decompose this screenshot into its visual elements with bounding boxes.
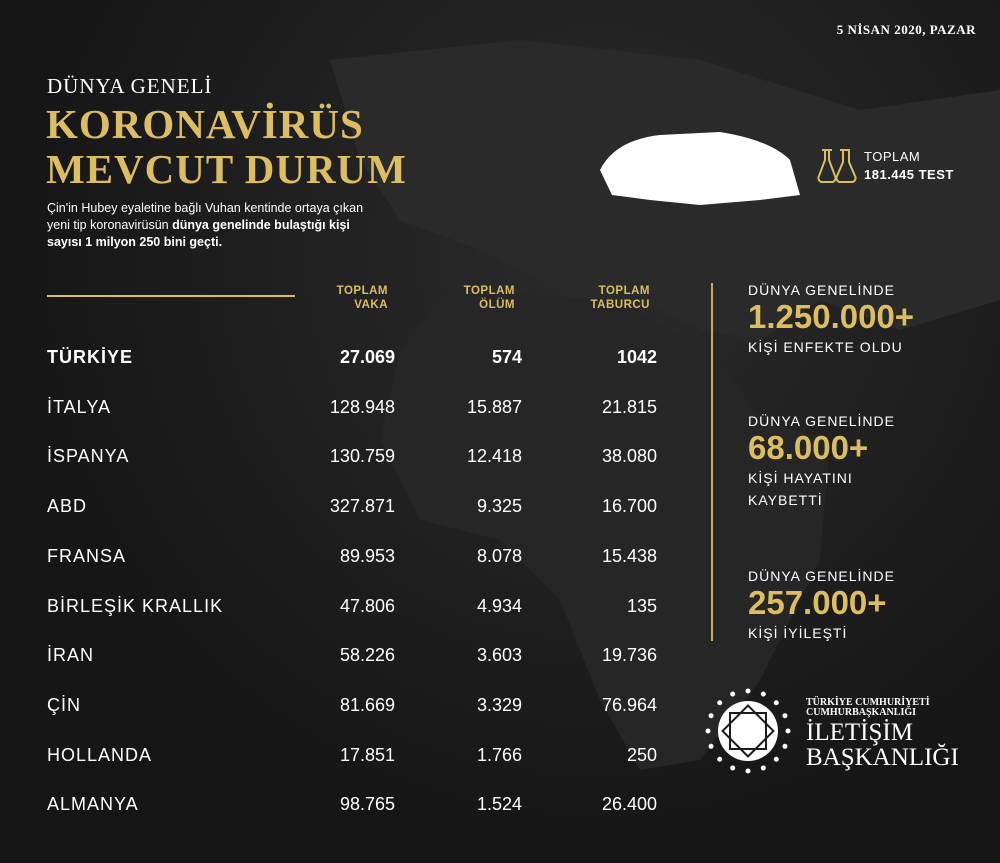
vertical-divider xyxy=(711,283,713,641)
intro-bold: dünya genelinde bulaştığı kişi sayısı 1 … xyxy=(47,218,350,249)
table-row: BİRLEŞİK KRALLIK 47.806 4.934 135 xyxy=(47,596,657,626)
cell-olum: 4.934 xyxy=(476,595,522,616)
star-icon xyxy=(717,700,723,706)
table-row: HOLLANDA 17.851 1.766 250 xyxy=(47,745,657,775)
star-icon xyxy=(708,713,714,719)
cell-vaka: 128.948 xyxy=(329,396,395,417)
cell-olum: 574 xyxy=(491,347,522,367)
cell-country: HOLLANDA xyxy=(47,744,153,765)
cell-vaka: 327.871 xyxy=(329,496,395,517)
cell-vaka: 130.759 xyxy=(329,446,395,467)
date: 5 NİSAN 2020, PAZAR xyxy=(836,22,976,37)
title-line-2: MEVCUT DURUM xyxy=(46,146,407,192)
cell-taburcu: 16.700 xyxy=(601,496,657,517)
table-row: FRANSA 89.953 8.078 15.438 xyxy=(47,546,657,576)
table-row: İTALYA 128.948 15.887 21.815 xyxy=(47,397,657,427)
table-row: İSPANYA 130.759 12.418 38.080 xyxy=(47,446,657,476)
stat-recovered: DÜNYA GENELİNDE 257.000+ KİŞİ İYİLEŞTİ xyxy=(748,568,895,641)
star-icon xyxy=(782,713,788,719)
cell-country: İSPANYA xyxy=(47,446,130,467)
star-icon xyxy=(773,756,779,762)
cell-olum: 8.078 xyxy=(476,545,522,566)
star-icon xyxy=(785,728,791,734)
cell-olum: 3.329 xyxy=(476,694,522,715)
cell-country: ÇİN xyxy=(47,694,81,715)
table-row: ALMANYA 98.765 1.524 26.400 xyxy=(47,794,657,824)
cell-taburcu: 26.400 xyxy=(601,794,657,815)
header-vaka: TOPLAM VAKA xyxy=(336,285,388,311)
star-icon xyxy=(730,691,736,697)
star-icon xyxy=(760,765,766,771)
star-icon xyxy=(730,765,736,771)
cell-vaka: 81.669 xyxy=(339,694,395,715)
star-icon xyxy=(745,768,751,774)
intro-normal: Çin'in Hubey eyaletine bağlı Vuhan kenti… xyxy=(47,201,364,232)
intro-text: Çin'in Hubey eyaletine bağlı Vuhan kenti… xyxy=(47,200,377,251)
page-title: KORONAVİRÜS MEVCUT DURUM xyxy=(46,102,407,192)
subtitle: DÜNYA GENELİ xyxy=(47,74,213,98)
cell-olum: 1.524 xyxy=(476,794,522,815)
cell-olum: 12.418 xyxy=(466,446,522,467)
test-label: TOPLAM xyxy=(864,149,921,164)
cell-taburcu: 1042 xyxy=(616,347,657,367)
star-icon xyxy=(782,743,788,749)
cell-country: İTALYA xyxy=(47,396,112,417)
cell-country: BİRLEŞİK KRALLIK xyxy=(47,595,224,616)
cell-country: İRAN xyxy=(47,645,95,666)
table-row: ÇİN 81.669 3.329 76.964 xyxy=(47,695,657,725)
flask-icon xyxy=(817,149,857,184)
table-row: ABD 327.871 9.325 16.700 xyxy=(47,496,657,526)
cell-taburcu: 19.736 xyxy=(601,645,657,666)
cell-olum: 15.887 xyxy=(466,396,522,417)
total-test: TOPLAM 181.445 TEST xyxy=(864,148,954,184)
logo-text: TÜRKİYE CUMHURİYETİ CUMHURBAŞKANLIĞI İLE… xyxy=(806,697,959,771)
cell-country: ALMANYA xyxy=(47,794,139,815)
cell-olum: 9.325 xyxy=(476,496,522,517)
cell-taburcu: 250 xyxy=(626,744,657,765)
cell-olum: 3.603 xyxy=(476,645,522,666)
star-icon xyxy=(705,728,711,734)
table-row: İRAN 58.226 3.603 19.736 xyxy=(47,645,657,675)
table-row: TÜRKİYE 27.069 574 1042 xyxy=(47,347,657,377)
table-divider xyxy=(47,295,295,297)
cell-taburcu: 38.080 xyxy=(601,446,657,467)
star-icon xyxy=(708,743,714,749)
cell-taburcu: 135 xyxy=(626,595,657,616)
cell-vaka: 98.765 xyxy=(339,794,395,815)
turkey-map-silhouette xyxy=(600,132,800,205)
cell-country: FRANSA xyxy=(47,545,127,566)
star-icon xyxy=(745,688,751,694)
test-value: 181.445 TEST xyxy=(864,167,954,182)
star-icon xyxy=(773,700,779,706)
cell-vaka: 58.226 xyxy=(339,645,395,666)
cell-country: TÜRKİYE xyxy=(47,347,134,367)
stat-infected: DÜNYA GENELİNDE 1.250.000+ KİŞİ ENFEKTE OL… xyxy=(748,282,915,355)
title-line-1: KORONAVİRÜS xyxy=(46,101,364,147)
cell-taburcu: 76.964 xyxy=(601,694,657,715)
header-taburcu: TOPLAM TABURCU xyxy=(590,285,650,311)
cell-vaka: 89.953 xyxy=(339,545,395,566)
cell-taburcu: 15.438 xyxy=(601,545,657,566)
star-icon xyxy=(717,756,723,762)
cell-taburcu: 21.815 xyxy=(601,396,657,417)
iletisim-logo-emblem xyxy=(705,688,791,774)
star-icon xyxy=(760,691,766,697)
cell-vaka: 27.069 xyxy=(339,347,395,367)
cell-country: ABD xyxy=(47,496,88,517)
header-olum: TOPLAM ÖLÜM xyxy=(463,285,515,311)
stat-deaths: DÜNYA GENELİNDE 68.000+ KİŞİ HAYATINI KAYBE… xyxy=(748,413,895,508)
cell-vaka: 17.851 xyxy=(339,744,395,765)
cell-vaka: 47.806 xyxy=(339,595,395,616)
cell-olum: 1.766 xyxy=(476,744,522,765)
